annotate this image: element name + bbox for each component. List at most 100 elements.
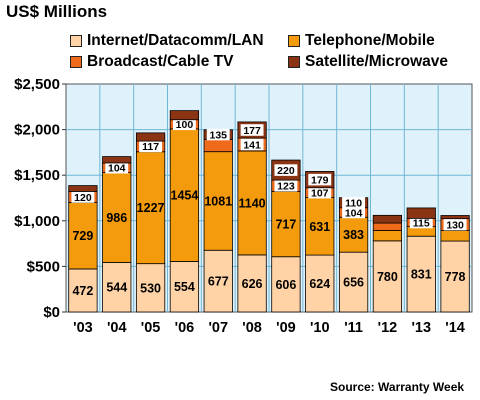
data-label: 179: [311, 174, 329, 186]
data-label-bg: [172, 118, 196, 131]
bar-segment: [440, 240, 470, 313]
data-label-bg: [308, 173, 332, 186]
bar-segment: [169, 261, 200, 313]
bar-segment: [102, 172, 132, 263]
y-tick-label: $2,500: [14, 76, 60, 93]
data-label: 530: [140, 281, 161, 295]
data-label: 1454: [171, 189, 199, 203]
data-label: 117: [142, 141, 159, 153]
data-label: 544: [106, 281, 127, 295]
bar-segment: [372, 229, 403, 242]
bar-segment: [338, 216, 369, 253]
data-label-bg: [240, 124, 264, 136]
data-label-bg: [409, 216, 433, 229]
bar-segment: [135, 263, 166, 313]
chart-title: US$ Millions: [6, 2, 108, 21]
y-tick-label: $500: [27, 258, 60, 275]
legend-item: Broadcast/Cable TV: [70, 53, 233, 71]
bar-segment: [305, 254, 335, 313]
source-note: Source: Warranty Week: [330, 380, 465, 394]
bar-segment: [372, 222, 403, 231]
bar-segment: [440, 230, 470, 242]
bar-segment: [338, 251, 369, 313]
bar-segment: [237, 150, 267, 256]
data-label: 135: [209, 129, 227, 141]
data-label-bg: [71, 191, 95, 203]
legend-label: Telephone/Mobile: [305, 32, 435, 49]
bar-segment: [406, 207, 436, 219]
data-label-bg: [206, 128, 230, 141]
x-tick-label: '03: [73, 320, 93, 336]
data-label-bg: [342, 196, 366, 209]
data-label: 472: [72, 284, 93, 298]
bar-segment: [203, 249, 233, 313]
data-label: 624: [309, 277, 330, 291]
bar-segment: [406, 235, 436, 313]
data-label: 177: [243, 125, 261, 137]
legend-item: Telephone/Mobile: [288, 32, 435, 50]
bar-segment: [271, 256, 301, 313]
legend-swatch: [70, 35, 82, 47]
data-label: 123: [277, 181, 295, 193]
data-label-bg: [342, 206, 366, 219]
data-label-bg: [443, 218, 467, 231]
legend-swatch: [70, 56, 82, 68]
data-label: 1227: [137, 201, 165, 215]
bar-segment: [135, 151, 166, 265]
data-label: 717: [275, 218, 296, 232]
data-label: 104: [345, 207, 363, 219]
data-label: 780: [377, 270, 398, 284]
data-label: 626: [242, 277, 263, 291]
bar-segment: [372, 214, 403, 224]
data-label: 656: [343, 276, 364, 290]
x-tick-label: '06: [175, 320, 195, 336]
x-tick-label: '12: [378, 320, 398, 336]
data-label: 107: [311, 187, 329, 199]
data-label: 220: [277, 165, 295, 177]
x-tick-label: '04: [107, 320, 127, 336]
data-label: 631: [309, 220, 330, 234]
legend-swatch: [288, 35, 300, 47]
data-label: 100: [176, 119, 194, 131]
y-tick-label: $1,500: [14, 167, 60, 184]
bar-segment: [305, 197, 335, 256]
data-label: 986: [106, 211, 127, 225]
x-tick-label: '11: [344, 320, 363, 336]
y-tick-label: $2,000: [14, 122, 60, 139]
legend-item: Satellite/Microwave: [288, 53, 448, 71]
legend-item: Internet/Datacomm/LAN: [70, 32, 264, 50]
data-label: 141: [243, 139, 261, 151]
x-tick-label: '08: [242, 320, 262, 336]
bar-segment: [102, 156, 132, 164]
bar-segment: [271, 190, 301, 258]
data-label: 677: [208, 275, 229, 289]
bar-segment: [169, 110, 200, 121]
bar-segment: [203, 151, 233, 251]
data-label: 110: [345, 198, 362, 210]
bar-segment: [169, 128, 200, 262]
y-tick-label: $1,000: [14, 213, 60, 230]
bar-segment: [68, 202, 98, 270]
data-label: 778: [445, 270, 466, 284]
data-label: 1081: [204, 194, 232, 208]
x-tick-label: '14: [445, 320, 465, 336]
data-label: 554: [174, 280, 195, 294]
bar-segment: [372, 240, 403, 313]
x-tick-label: '10: [310, 320, 330, 336]
data-label: 115: [413, 217, 430, 229]
data-label-bg: [240, 138, 264, 151]
bar-segment: [440, 215, 470, 220]
legend-label: Internet/Datacomm/LAN: [87, 32, 264, 49]
legend-swatch: [288, 56, 300, 68]
data-label-bg: [105, 161, 129, 174]
y-tick-label: $0: [43, 304, 60, 321]
legend-label: Satellite/Microwave: [305, 53, 449, 70]
data-label: 120: [74, 192, 92, 204]
data-label: 130: [446, 219, 464, 231]
data-label-bg: [274, 164, 298, 176]
legend-label: Broadcast/Cable TV: [87, 53, 234, 70]
data-label-bg: [308, 186, 332, 199]
x-tick-label: '07: [208, 320, 228, 336]
bar-segment: [68, 185, 98, 192]
